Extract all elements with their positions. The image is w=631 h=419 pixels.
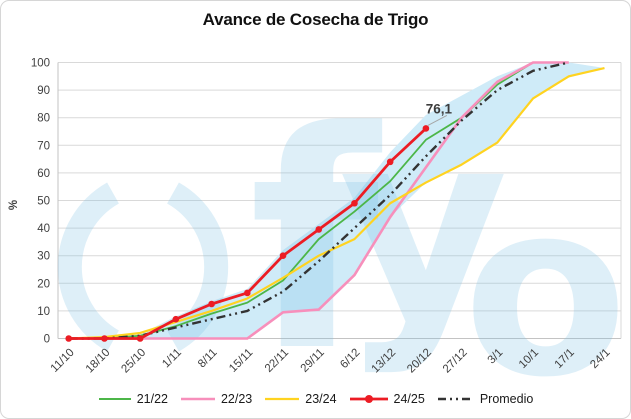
- y-tick-label: 40: [37, 223, 50, 235]
- data-point-marker: [136, 335, 144, 342]
- data-point-marker: [244, 289, 251, 297]
- y-tick-label: 50: [37, 196, 50, 208]
- y-tick-label: 90: [37, 85, 50, 97]
- x-tick-label: 8/11: [196, 347, 220, 371]
- legend-label: 24/25: [393, 392, 425, 406]
- y-tick-label: 20: [37, 278, 50, 290]
- watermark-left-arc-icon: [57, 182, 120, 352]
- annotation-leader-line: [427, 115, 448, 126]
- data-point-marker: [65, 335, 72, 342]
- legend-label: 22/23: [220, 392, 253, 406]
- legend-label: 21/22: [136, 392, 168, 406]
- x-tick-label: 18/10: [84, 347, 113, 376]
- legend-swatch-promedio-line: [437, 397, 474, 401]
- watermark-letter: o: [463, 150, 628, 419]
- data-point-marker: [101, 335, 108, 342]
- data-point-marker: [315, 226, 323, 233]
- legend-item-21-22: 21/22: [98, 392, 168, 406]
- y-tick-label: 100: [31, 58, 50, 70]
- y-tick-label: 0: [44, 334, 50, 346]
- legend-swatch-23-24-line: [265, 397, 300, 401]
- y-axis-title: %: [8, 200, 20, 210]
- legend-item-23-24: 23/24: [264, 392, 337, 406]
- legend-item-promedio: Promedio: [437, 392, 534, 406]
- legend-swatch-21-22-line: [98, 398, 131, 400]
- data-point-marker: [279, 252, 287, 259]
- y-tick-label: 10: [37, 306, 50, 318]
- y-tick-label: 80: [37, 113, 50, 125]
- x-tick-label: 11/10: [49, 347, 77, 375]
- legend-swatch-22-23-line: [180, 397, 215, 401]
- legend-label: 23/24: [305, 392, 337, 406]
- chart-title: Avance de Cosecha de Trigo: [202, 10, 429, 29]
- data-point-marker: [172, 315, 180, 323]
- data-point-marker: [386, 158, 394, 166]
- fyo-watermark: fyo: [57, 68, 628, 419]
- data-point-marker: [422, 125, 430, 132]
- y-tick-label: 30: [37, 251, 50, 263]
- legend-label: Promedio: [479, 392, 534, 406]
- data-point-marker: [208, 300, 215, 308]
- y-tick-label: 70: [37, 140, 50, 152]
- watermark-right-arc-icon: [166, 182, 229, 352]
- legend-item-24-25: 24/25: [349, 392, 425, 406]
- legend-marker-dot: [364, 395, 373, 403]
- min-max-range-band: [68, 62, 605, 339]
- chart-legend: 21/22 22/23 23/24 24/25 Promedio: [1, 392, 630, 406]
- last-value-annotation: 76,1: [426, 101, 453, 116]
- legend-swatch-24-25-line: [349, 395, 388, 403]
- data-point-marker: [351, 199, 358, 207]
- legend-item-22-23: 22/23: [180, 392, 252, 406]
- series-line-22-23: [68, 61, 569, 340]
- y-tick-label: 60: [37, 168, 50, 180]
- x-tick-label: 25/10: [119, 347, 148, 376]
